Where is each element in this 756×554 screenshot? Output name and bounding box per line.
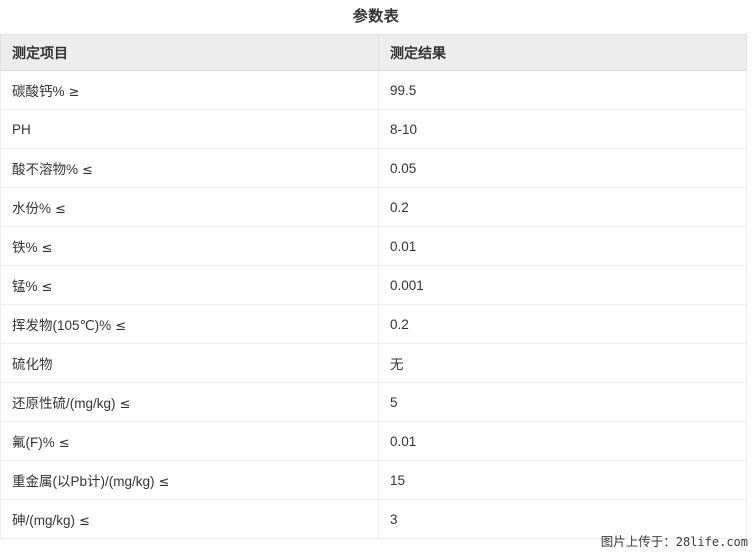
cell-measurement-result: 0.001: [378, 265, 747, 305]
cell-measurement-result: 0.2: [378, 304, 747, 344]
measurement-item-name: 锰%: [12, 279, 38, 294]
cell-measurement-item: 铁% ≤: [0, 226, 379, 266]
measurement-item-name: 氟(F)%: [12, 435, 55, 450]
comparison-operator: ≤: [55, 202, 66, 217]
cell-measurement-result: 15: [378, 460, 747, 500]
measurement-item-name: 还原性硫/(mg/kg): [12, 396, 116, 411]
cell-measurement-result: 8-10: [378, 109, 747, 149]
table-row: 水份% ≤0.2: [0, 187, 747, 227]
cell-measurement-item: 氟(F)% ≤: [0, 421, 379, 461]
cell-measurement-item: 碳酸钙% ≥: [0, 70, 379, 110]
table-body: 碳酸钙% ≥99.5 PH 8-10 酸不溶物% ≤0.05 水份% ≤0.2 铁% ≤0.01 锰…: [0, 70, 747, 539]
comparison-operator: ≤: [82, 163, 93, 178]
cell-measurement-result: 3: [378, 499, 747, 539]
measurement-item-name: 重金属(以Pb计)/(mg/kg): [12, 474, 155, 489]
table-header: 测定项目 测定结果: [0, 34, 747, 71]
cell-measurement-result: 99.5: [378, 70, 747, 110]
measurement-item-name: 水份%: [12, 201, 52, 216]
comparison-operator: ≤: [158, 475, 170, 490]
table-row: 还原性硫/(mg/kg) ≤5: [0, 382, 747, 422]
cell-measurement-item: 还原性硫/(mg/kg) ≤: [0, 382, 379, 422]
table-row: PH 8-10: [0, 109, 747, 149]
measurement-item-name: PH: [12, 121, 31, 137]
measurement-item-name: 碳酸钙%: [12, 84, 65, 99]
comparison-operator: ≤: [58, 436, 70, 451]
column-header-item: 测定项目: [0, 34, 379, 71]
watermark-site: 28life.com: [675, 535, 748, 549]
comparison-operator: ≤: [41, 280, 53, 295]
cell-measurement-item: 水份% ≤: [0, 187, 379, 227]
cell-measurement-result: 0.2: [378, 187, 747, 227]
column-header-result: 测定结果: [378, 34, 747, 71]
comparison-operator: ≥: [68, 85, 80, 100]
cell-measurement-item: 酸不溶物% ≤: [0, 148, 379, 188]
comparison-operator: ≤: [119, 397, 131, 412]
table-row: 铁% ≤0.01: [0, 226, 747, 266]
page-title: 参数表: [352, 8, 400, 25]
cell-measurement-result: 5: [378, 382, 747, 422]
comparison-operator: ≤: [79, 514, 90, 529]
comparison-operator: ≤: [115, 319, 127, 334]
cell-measurement-item: 重金属(以Pb计)/(mg/kg) ≤: [0, 460, 379, 500]
cell-measurement-result: 0.01: [378, 421, 747, 461]
table-row: 硫化物 无: [0, 343, 747, 383]
watermark-label: 图片上传于：: [600, 535, 676, 549]
cell-measurement-item: PH: [0, 109, 379, 149]
comparison-operator: ≤: [41, 241, 53, 256]
cell-measurement-item: 硫化物: [0, 343, 379, 383]
cell-measurement-result: 无: [378, 343, 747, 383]
table-row: 挥发物(105℃)% ≤0.2: [0, 304, 747, 344]
table-row: 砷/(mg/kg) ≤3: [0, 499, 747, 539]
table-row: 氟(F)% ≤0.01: [0, 421, 747, 461]
measurement-item-name: 硫化物: [12, 357, 53, 372]
cell-measurement-item: 砷/(mg/kg) ≤: [0, 499, 379, 539]
measurement-item-name: 酸不溶物%: [12, 162, 79, 177]
measurement-item-name: 挥发物(105℃)%: [12, 318, 112, 333]
table-header-row: 测定项目 测定结果: [0, 34, 747, 71]
cell-measurement-result: 0.01: [378, 226, 747, 266]
measurement-item-name: 砷/(mg/kg): [12, 513, 76, 528]
cell-measurement-result: 0.05: [378, 148, 747, 188]
table-row: 重金属(以Pb计)/(mg/kg) ≤15: [0, 460, 747, 500]
table-row: 碳酸钙% ≥99.5: [0, 70, 747, 110]
measurement-item-name: 铁%: [12, 240, 38, 255]
parameter-table: 测定项目 测定结果 碳酸钙% ≥99.5 PH 8-10 酸不溶物% ≤0.05 水份% ≤0…: [0, 34, 747, 539]
cell-measurement-item: 锰% ≤: [0, 265, 379, 305]
table-row: 酸不溶物% ≤0.05: [0, 148, 747, 188]
parameter-table-container: 测定项目 测定结果 碳酸钙% ≥99.5 PH 8-10 酸不溶物% ≤0.05 水份% ≤0…: [0, 34, 747, 539]
watermark: 图片上传于：28life.com: [601, 531, 748, 550]
cell-measurement-item: 挥发物(105℃)% ≤: [0, 304, 379, 344]
table-row: 锰% ≤0.001: [0, 265, 747, 305]
